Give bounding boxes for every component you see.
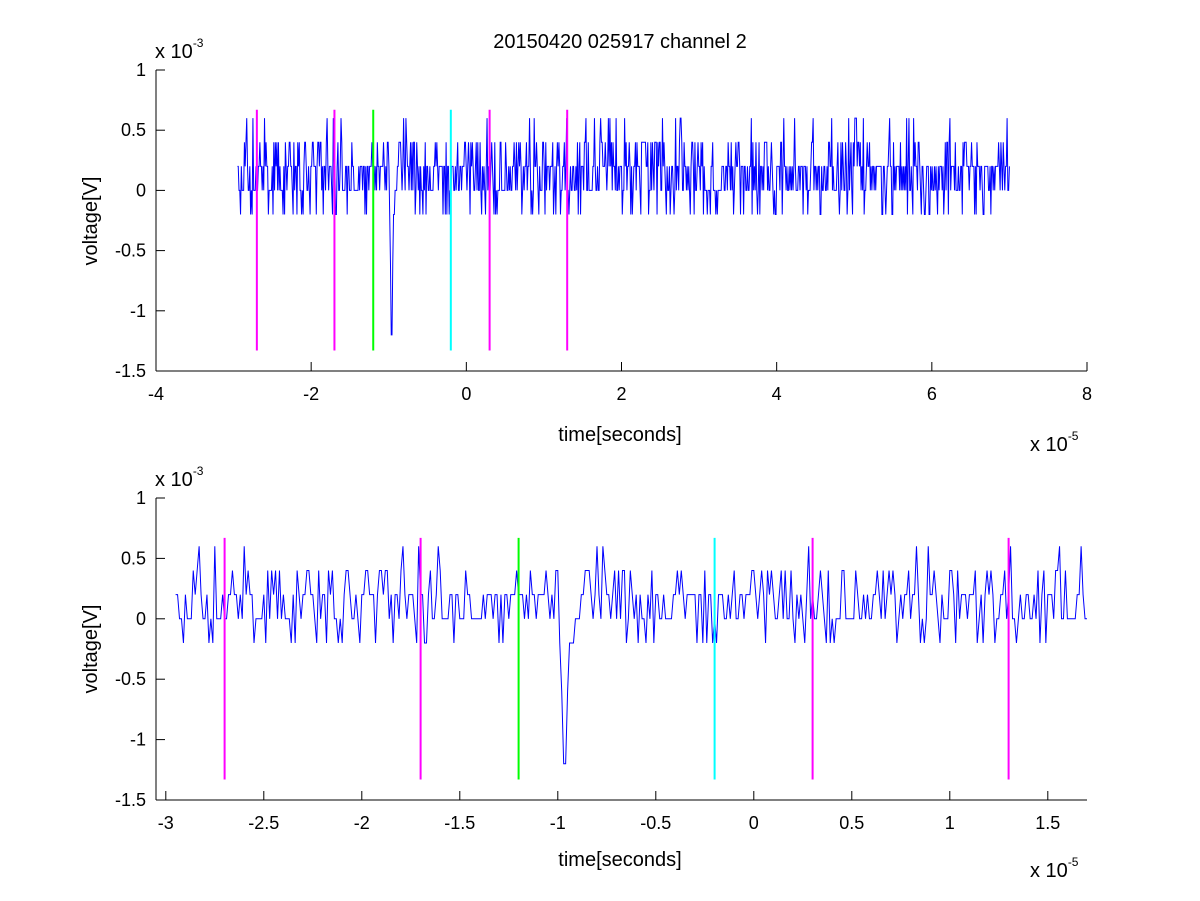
bottom-y-tick-label: -0.5 [115,669,146,689]
bottom-traces [175,537,1087,780]
bottom-y-tick-label: -1.5 [115,790,146,810]
top-y-tick-label: 1 [136,60,146,80]
bottom-x-tick-label: -1.5 [444,813,475,833]
top-y-tick-label: 0.5 [121,120,146,140]
axes-top: -4 -2 0 2 4 6 8 1 0.5 0 -0.5 -1 -1.5 time[seconds] v… [80,36,1092,456]
bottom-x-tick-label: 0 [749,813,759,833]
top-x-multiplier-exponent: -5 [1068,429,1079,443]
bottom-y-axis-label: voltage[V] [80,605,102,694]
bottom-x-tick-label: 1.5 [1035,813,1060,833]
top-y-tick-label: 0 [136,180,146,200]
bottom-x-tick-label: -3 [158,813,174,833]
top-x-tick-label: 8 [1082,384,1092,404]
bottom-x-tick-label: -2 [354,813,370,833]
top-x-tick-label: -4 [148,384,164,404]
bottom-x-tick-label: -1 [550,813,566,833]
top-traces [237,109,1010,351]
bottom-x-tick-label: 1 [945,813,955,833]
top-x-tick-label: 6 [927,384,937,404]
top-x-tick-label: 4 [772,384,782,404]
bottom-y-tick-label: 0.5 [121,548,146,568]
bottom-x-tick-label: 0.5 [839,813,864,833]
bottom-y-tick-label: -1 [130,730,146,750]
top-y-multiplier: x 10-3 [155,36,204,63]
top-x-multiplier: x 10-5 [1030,429,1079,456]
top-y-multiplier-exponent: -3 [193,36,204,50]
bottom-x-axis-label: time[seconds] [558,849,681,871]
bottom-y-tick-label: 0 [136,609,146,629]
bottom-signal-line [175,546,1087,765]
bottom-x-multiplier-exponent: -5 [1068,855,1079,869]
top-x-multiplier-base: x 10 [1030,434,1068,456]
top-y-tick-label: -1 [130,301,146,321]
chart-title: 20150420 025917 channel 2 [493,31,747,53]
top-signal-line [237,117,1010,336]
bottom-y-tick-label: 1 [136,488,146,508]
bottom-x-tick-label: -2.5 [248,813,279,833]
bottom-frame [155,498,1087,801]
top-y-axis-label: voltage[V] [80,177,102,266]
axes-bottom: -3 -2.5 -2 -1.5 -1 -0.5 0 0.5 1 1.5 1 0.5 0 -0.5 -1 -1.… [80,464,1087,882]
bottom-x-multiplier-base: x 10 [1030,860,1068,882]
top-x-tick-label: -2 [303,384,319,404]
top-y-tick-label: -1.5 [115,361,146,381]
bottom-x-tick-label: -0.5 [640,813,671,833]
top-y-tick-label: -0.5 [115,241,146,261]
bottom-ticks: -3 -2.5 -2 -1.5 -1 -0.5 0 0.5 1 1.5 1 0.5 0 -0.5 -1 -1.… [115,488,1060,833]
top-x-axis-label: time[seconds] [558,424,681,446]
top-x-tick-label: 2 [616,384,626,404]
top-x-tick-label: 0 [461,384,471,404]
bottom-y-multiplier-exponent: -3 [193,464,204,478]
bottom-x-multiplier: x 10-5 [1030,855,1079,882]
bottom-y-multiplier: x 10-3 [155,464,204,491]
top-y-multiplier-base: x 10 [155,41,193,63]
top-ticks: -4 -2 0 2 4 6 8 1 0.5 0 -0.5 -1 -1.5 [115,60,1092,404]
bottom-y-multiplier-base: x 10 [155,469,193,491]
